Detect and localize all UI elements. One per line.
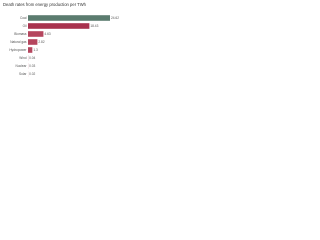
bar (28, 39, 38, 45)
category-label: Wind (19, 56, 26, 60)
background (0, 0, 120, 85)
value-label: 2.82 (38, 40, 44, 44)
category-label: Nuclear (16, 64, 28, 68)
category-label: Hydropower (9, 48, 27, 52)
category-label: Coal (20, 16, 27, 20)
bar (28, 47, 33, 53)
value-label: 24.62 (111, 16, 119, 20)
chart-title: Death rates from energy production per T… (3, 2, 87, 7)
bar (28, 23, 90, 29)
value-label: 1.3 (33, 48, 38, 52)
value-label: 0.04 (29, 56, 35, 60)
category-label: Oil (23, 24, 27, 28)
value-label: 0.03 (29, 64, 35, 68)
category-label: Solar (19, 72, 27, 76)
value-label: 4.63 (44, 32, 50, 36)
chart: Death rates from energy production per T… (0, 0, 120, 85)
value-label: 0.02 (29, 72, 35, 76)
category-label: Biomass (14, 32, 27, 36)
bar (28, 15, 110, 21)
bar (28, 31, 44, 37)
value-label: 18.43 (90, 24, 98, 28)
category-label: Natural gas (10, 40, 27, 44)
